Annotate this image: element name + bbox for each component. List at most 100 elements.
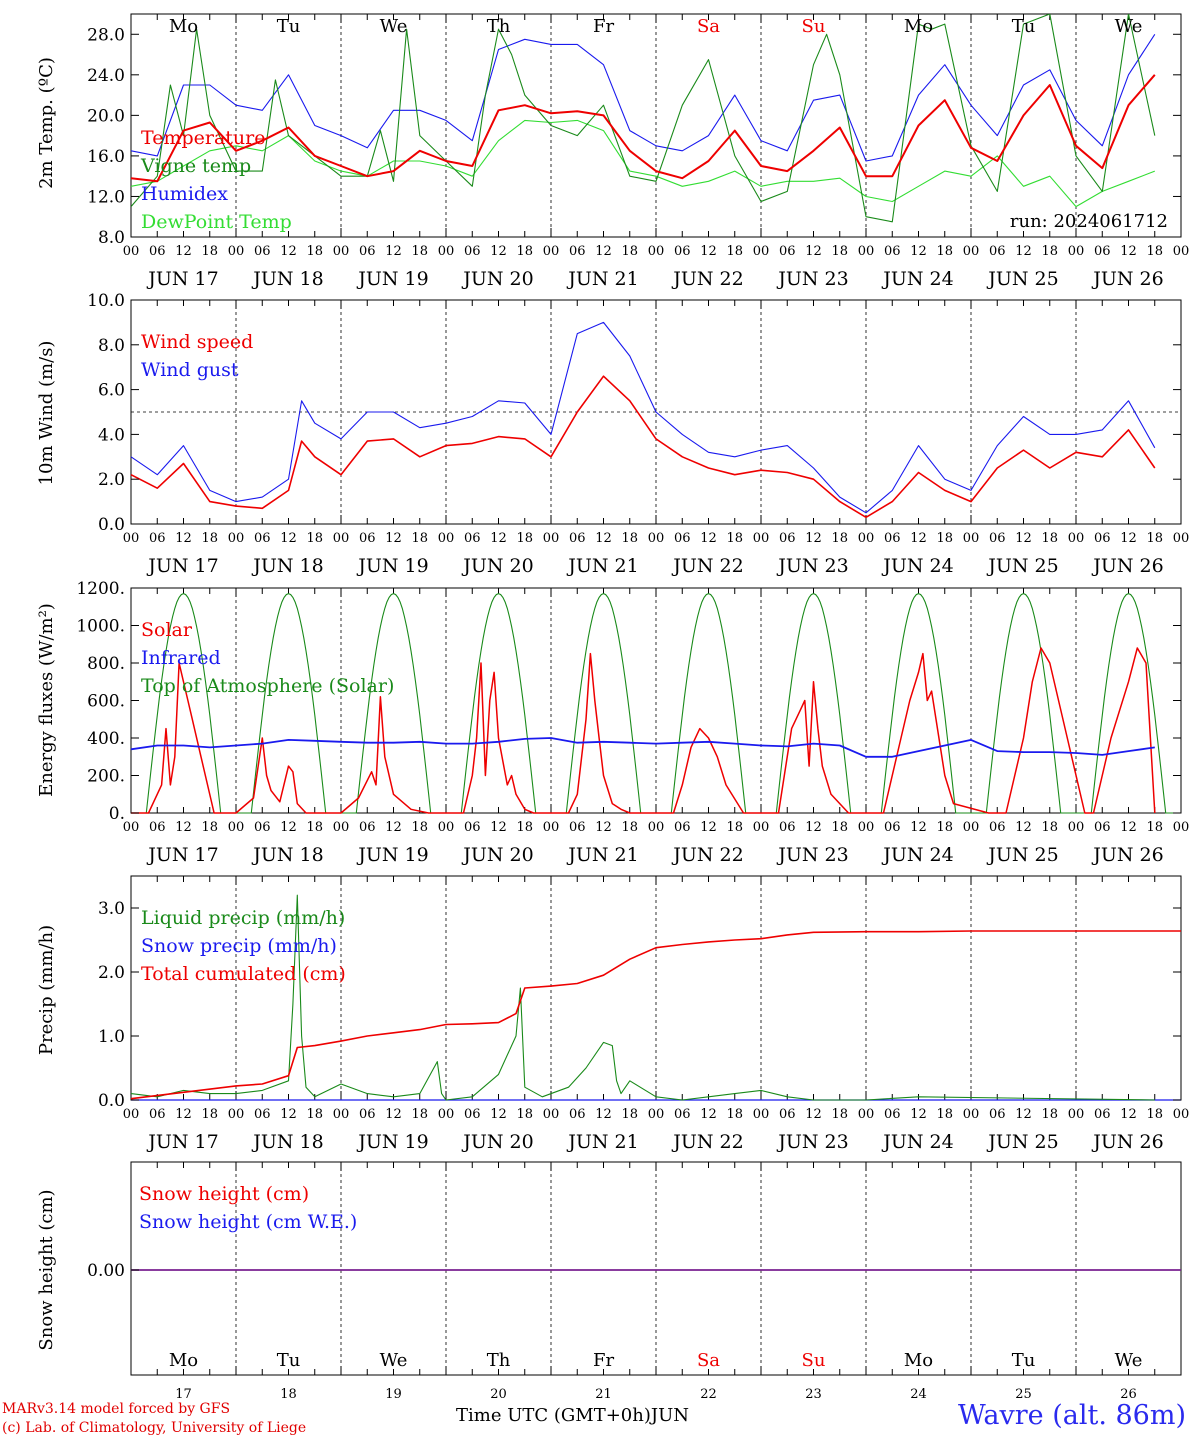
hour-tick-label: 12 [175,820,192,835]
hour-tick-label: 06 [359,1107,376,1122]
hour-tick-label: 00 [1173,1107,1190,1122]
date-label: JUN 25 [986,844,1058,866]
day-number-label: 22 [700,1387,717,1402]
hour-tick-label: 18 [1041,531,1058,546]
legend-entry: Infrared [141,647,221,669]
hour-tick-label: 18 [516,244,533,259]
panel-1-series-group [131,14,1156,223]
series-temperature [131,74,1156,183]
weekday-label: Mo [904,1350,933,1371]
hour-tick-label: 18 [726,820,743,835]
date-label: JUN 22 [671,268,743,290]
legend-entry: Liquid precip (mm/h) [141,907,345,929]
hour-tick-label: 00 [1173,820,1190,835]
hour-tick-label: 00 [438,244,455,259]
hour-tick-label: 06 [254,531,271,546]
legend-entry: Wind gust [141,359,239,381]
weekday-label: Th [487,1350,511,1371]
hour-tick-label: 06 [569,531,586,546]
hour-tick-label: 12 [595,531,612,546]
station-name: Wavre (alt. 86m) [958,1400,1186,1431]
hour-tick-label: 18 [411,1107,428,1122]
hour-tick-label: 06 [464,1107,481,1122]
hour-tick-label: 12 [1015,820,1032,835]
hour-tick-label: 06 [1094,244,1111,259]
weekday-label: Th [487,16,511,37]
hour-tick-label: 06 [359,531,376,546]
hour-tick-label: 00 [543,244,560,259]
y-tick-label: 4.0 [98,425,125,445]
series-infrared [130,737,1155,758]
hour-tick-label: 00 [228,244,245,259]
hour-tick-label: 18 [411,531,428,546]
hour-tick-label: 00 [1068,244,1085,259]
hour-tick-label: 12 [175,244,192,259]
date-label: JUN 24 [881,844,953,866]
hour-tick-label: 12 [385,244,402,259]
y-tick-label: 600. [87,692,125,712]
hour-tick-label: 00 [123,244,140,259]
y-tick-label: 200. [87,767,125,787]
y-tick-label: 1.0 [98,1027,125,1047]
date-label: JUN 22 [671,844,743,866]
hour-tick-label: 06 [674,531,691,546]
date-label: JUN 22 [671,1131,743,1153]
hour-tick-label: 06 [464,244,481,259]
hour-tick-label: 12 [385,820,402,835]
hour-tick-label: 12 [805,531,822,546]
y-tick-label: 12.0 [87,187,125,207]
hour-tick-label: 00 [753,244,770,259]
hour-tick-label: 18 [621,820,638,835]
date-label: JUN 17 [146,1131,218,1153]
day-number-label: 23 [805,1387,822,1402]
hour-tick-label: 06 [569,244,586,259]
hour-tick-label: 12 [280,244,297,259]
hour-tick-label: 18 [1146,244,1163,259]
y-tick-label: 0. [109,804,125,824]
hour-tick-label: 06 [149,531,166,546]
hour-tick-label: 06 [989,1107,1006,1122]
hour-tick-label: 06 [779,1107,796,1122]
date-label: JUN 26 [1091,555,1163,577]
weekday-label: We [1115,16,1143,37]
hour-tick-label: 00 [333,531,350,546]
hour-tick-label: 18 [1041,1107,1058,1122]
hour-tick-label: 06 [254,820,271,835]
legend-entry: Temperature [141,127,265,149]
date-label: JUN 19 [356,1131,428,1153]
hour-tick-label: 00 [963,531,980,546]
y-tick-label: 6.0 [98,381,125,401]
y-tick-label: 20.0 [87,106,125,126]
hour-tick-label: 00 [648,531,665,546]
y-axis-label: Energy fluxes (W/m²) [36,603,57,797]
y-tick-label: 0.0 [98,1091,125,1111]
hour-tick-label: 18 [306,244,323,259]
hour-tick-label: 06 [989,244,1006,259]
hour-tick-label: 06 [254,244,271,259]
hour-tick-label: 18 [831,820,848,835]
hour-tick-label: 00 [963,1107,980,1122]
hour-tick-label: 12 [490,1107,507,1122]
weekday-label: Su [802,1350,826,1371]
weekday-label: Tu [277,16,301,37]
y-tick-label: 10.0 [87,291,125,311]
date-label: JUN 17 [146,555,218,577]
legend-entry: Snow height (cm W.E.) [139,1211,357,1233]
hour-tick-label: 00 [228,531,245,546]
hour-tick-label: 18 [936,1107,953,1122]
date-label: JUN 24 [881,268,953,290]
hour-tick-label: 00 [438,820,455,835]
date-label: JUN 19 [356,268,428,290]
hour-tick-label: 18 [1146,820,1163,835]
hour-tick-label: 12 [700,1107,717,1122]
y-axis-label: 10m Wind (m/s) [36,341,57,486]
legend-entry: Top of Atmosphere (Solar) [141,675,394,697]
hour-tick-label: 12 [1120,1107,1137,1122]
hour-tick-label: 00 [858,531,875,546]
date-label: JUN 24 [881,1131,953,1153]
lab-credit: (c) Lab. of Climatology, University of L… [2,1420,307,1436]
hour-tick-label: 06 [884,1107,901,1122]
legend-entry: Snow precip (mm/h) [141,935,337,957]
hour-tick-label: 00 [648,1107,665,1122]
hour-tick-label: 06 [149,820,166,835]
